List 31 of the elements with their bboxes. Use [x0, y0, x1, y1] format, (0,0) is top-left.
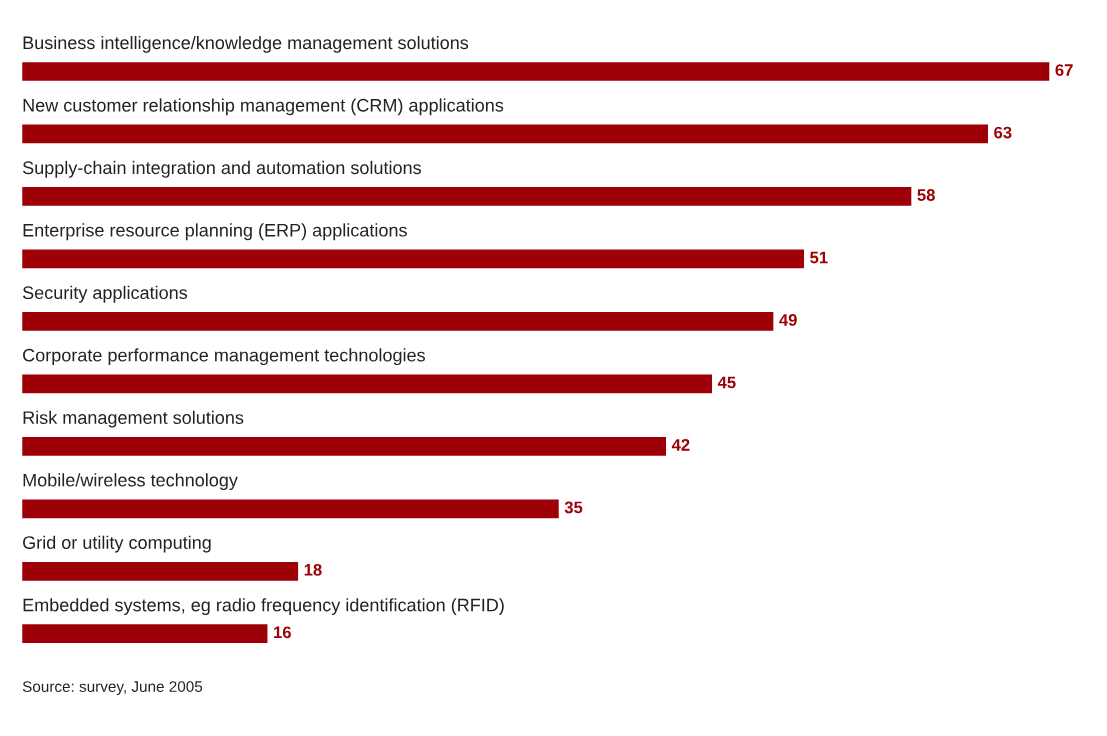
- bar: [22, 312, 774, 331]
- y-tick-label: Grid or utility computing: [23, 535, 211, 553]
- bar: [22, 62, 1050, 81]
- data-label: 63: [994, 126, 1012, 139]
- data-label: 16: [274, 626, 291, 639]
- y-tick-label: Security applications: [22, 285, 188, 303]
- bar: [22, 124, 988, 144]
- bar: [22, 374, 713, 394]
- y-tick-label: New customer relationship management (CRM) applications: [23, 98, 504, 116]
- data-label: 51: [810, 251, 828, 264]
- bar: [22, 436, 667, 456]
- y-tick-label: Supply-chain integration and automation solutions: [22, 160, 421, 178]
- bar: [22, 187, 912, 206]
- data-label: 35: [564, 501, 583, 514]
- y-tick-label: Risk management solutions: [23, 410, 244, 428]
- data-label: 49: [779, 314, 797, 326]
- data-label: 45: [717, 376, 736, 389]
- y-tick-label: Mobile/wireless technology: [23, 473, 238, 491]
- y-tick-label: Embedded systems, eg radio frequency identification (RFID): [23, 598, 504, 615]
- y-tick-label: Corporate performance management technologies: [23, 348, 425, 366]
- data-label: 42: [671, 438, 690, 451]
- bar: [22, 499, 559, 519]
- bar: [22, 561, 299, 581]
- data-label: 58: [917, 189, 935, 201]
- y-tick-label: Business intelligence/knowledge management solutions: [23, 35, 469, 53]
- bar: [22, 624, 268, 644]
- y-tick-label: Enterprise resource planning (ERP) applications: [23, 223, 407, 241]
- bar: [22, 249, 805, 269]
- data-label: 18: [304, 563, 322, 576]
- data-label: 67: [1055, 64, 1073, 76]
- source-note: Source: survey, June 2005: [22, 681, 203, 696]
